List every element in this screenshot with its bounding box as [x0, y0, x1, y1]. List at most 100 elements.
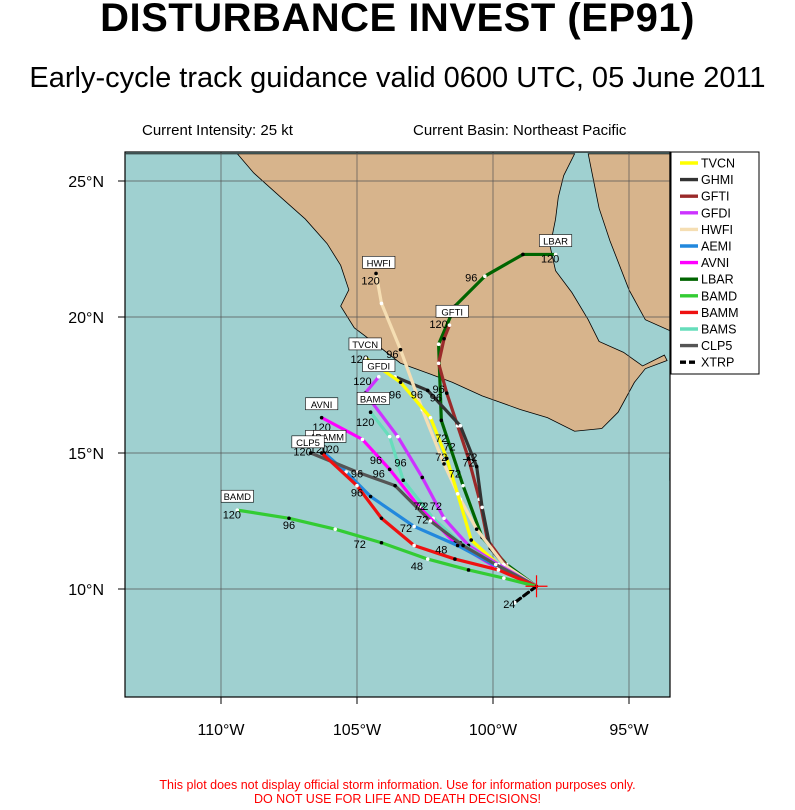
track-tag-label: GFDI	[367, 362, 390, 373]
track-hour-label: 120	[293, 447, 311, 459]
track-point	[483, 274, 487, 279]
track-map: 72 96 120 72 96 120 72 96 72 96 120 72 96 120 72 96 120 7…	[68, 151, 760, 739]
lon-label: 110°W	[197, 722, 245, 739]
track-point	[360, 437, 365, 442]
track-tag-label: BAMD	[224, 492, 252, 503]
track-hour-label: 72	[416, 501, 428, 513]
track-point	[401, 478, 406, 483]
track-point	[442, 336, 446, 341]
track-point	[425, 557, 430, 561]
current-basin: Current Basin: Northeast Pacific	[413, 122, 627, 139]
legend-label-bamd: BAMD	[701, 289, 737, 303]
track-hour-label: 120	[353, 376, 371, 388]
track-hour-label: 120	[361, 275, 379, 287]
track-tag-box	[305, 397, 339, 411]
track-point	[453, 557, 457, 561]
track-hour-label: 96	[389, 390, 401, 402]
track-point	[396, 434, 400, 439]
track-tag-box	[220, 489, 254, 503]
track-hour-label: 72	[449, 468, 461, 480]
legend: TVCN GHMI GFTI GFDI HWFI AEMI AVNI LBAR BAMD BAMM…	[670, 151, 760, 375]
legend-label-ghmi: GHMI	[701, 173, 734, 187]
track-hour-label: 96	[386, 349, 398, 361]
track-point	[235, 508, 240, 512]
label-layer: 72 96 120 72 96 120 72 96 72 96 120 72 96 120 72 96 120 7…	[220, 234, 573, 611]
track-point	[425, 388, 430, 393]
track-point	[374, 271, 378, 276]
track-hour-label: 96	[411, 390, 423, 402]
track-point	[379, 540, 384, 545]
track-point	[308, 451, 313, 455]
track-bamd	[235, 508, 539, 588]
legend-label-tvcn: TVCN	[701, 157, 735, 171]
track-hour-label: 120	[321, 444, 339, 456]
track-point	[466, 568, 471, 572]
track-tag-label: LBAR	[543, 237, 568, 248]
lat-label: 15°N	[68, 446, 104, 463]
track-point	[496, 568, 501, 572]
track-hour-label: 120	[429, 319, 447, 331]
track-point	[553, 252, 558, 257]
track-tag-box	[362, 359, 396, 372]
track-point	[466, 456, 471, 461]
track-point	[387, 467, 392, 472]
map-frame	[124, 151, 671, 698]
track-tag-label: HWFI	[367, 258, 391, 269]
track-point	[444, 456, 449, 461]
track-tag-label: BAMS	[360, 394, 387, 405]
track-point	[493, 562, 498, 567]
track-point	[420, 475, 425, 480]
legend-label-clp5: CLP5	[701, 339, 732, 353]
track-hour-label: 96	[351, 488, 363, 500]
track-point	[355, 470, 359, 474]
track-hour-label: 96	[432, 384, 444, 396]
track-hour-label: 120	[223, 509, 241, 521]
track-hour-label: 72	[435, 433, 447, 445]
track-hour-label: 72	[413, 501, 425, 513]
track-hour-label: 96	[370, 455, 382, 467]
track-point	[447, 323, 452, 327]
track-hour-label: 72	[443, 441, 455, 453]
track-tag-box	[435, 304, 469, 318]
track-point	[368, 494, 373, 499]
lat-label: 20°N	[68, 310, 104, 327]
legend-label-gfti: GFTI	[701, 190, 729, 204]
track-tag-box	[539, 234, 573, 247]
lat-label: 10°N	[68, 582, 104, 599]
track-point	[355, 483, 359, 488]
track-point	[474, 464, 479, 469]
lon-label: 95°W	[609, 722, 649, 739]
legend-label-bamm: BAMM	[701, 306, 739, 320]
track-point	[287, 516, 291, 521]
track-tag-label: CLP5	[296, 438, 320, 449]
disclaimer-line-2: DO NOT USE FOR LIFE AND DEATH DECISIONS!	[253, 792, 542, 806]
legend-label-lbar: LBAR	[701, 273, 734, 287]
track-hour-label: 72	[354, 539, 366, 551]
track-point	[521, 252, 525, 257]
track-point	[442, 516, 446, 521]
track-point	[474, 527, 479, 531]
track-point	[319, 451, 324, 455]
legend-label-avni: AVNI	[701, 256, 729, 270]
legend-label-aemi: AEMI	[701, 240, 732, 254]
track-point	[502, 576, 506, 580]
track-hour-label: 72	[462, 458, 474, 470]
track-hour-label: 96	[430, 392, 442, 404]
land-mass-2	[669, 457, 670, 481]
track-hour-label: 72	[435, 452, 447, 464]
grid-layer	[125, 152, 670, 697]
track-hour-label: 72	[400, 523, 412, 535]
track-hour-label: 72	[416, 515, 428, 527]
track-point	[428, 519, 433, 523]
legend-label-gfdi: GFDI	[701, 206, 731, 220]
track-hour-label: 48	[435, 545, 447, 557]
track-point	[455, 543, 460, 548]
track-hour-label: 48	[411, 561, 423, 573]
track-point	[469, 538, 474, 542]
track-point	[458, 424, 463, 428]
track-point	[512, 600, 517, 605]
track-hour-label: 72	[465, 452, 477, 464]
axis-labels: 25°N 20°N 15°N 10°N 110°W 105°W 100°W 95°W	[68, 174, 649, 739]
plot-title: DISTURBANCE INVEST (EP91)	[100, 0, 695, 40]
track-tag-label: TVCN	[352, 340, 378, 351]
